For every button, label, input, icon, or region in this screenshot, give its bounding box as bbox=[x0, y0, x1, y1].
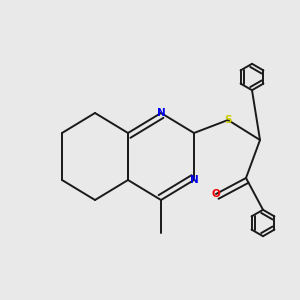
Text: N: N bbox=[157, 108, 165, 118]
Text: O: O bbox=[212, 189, 220, 199]
Text: N: N bbox=[190, 175, 198, 185]
Text: S: S bbox=[224, 115, 232, 125]
